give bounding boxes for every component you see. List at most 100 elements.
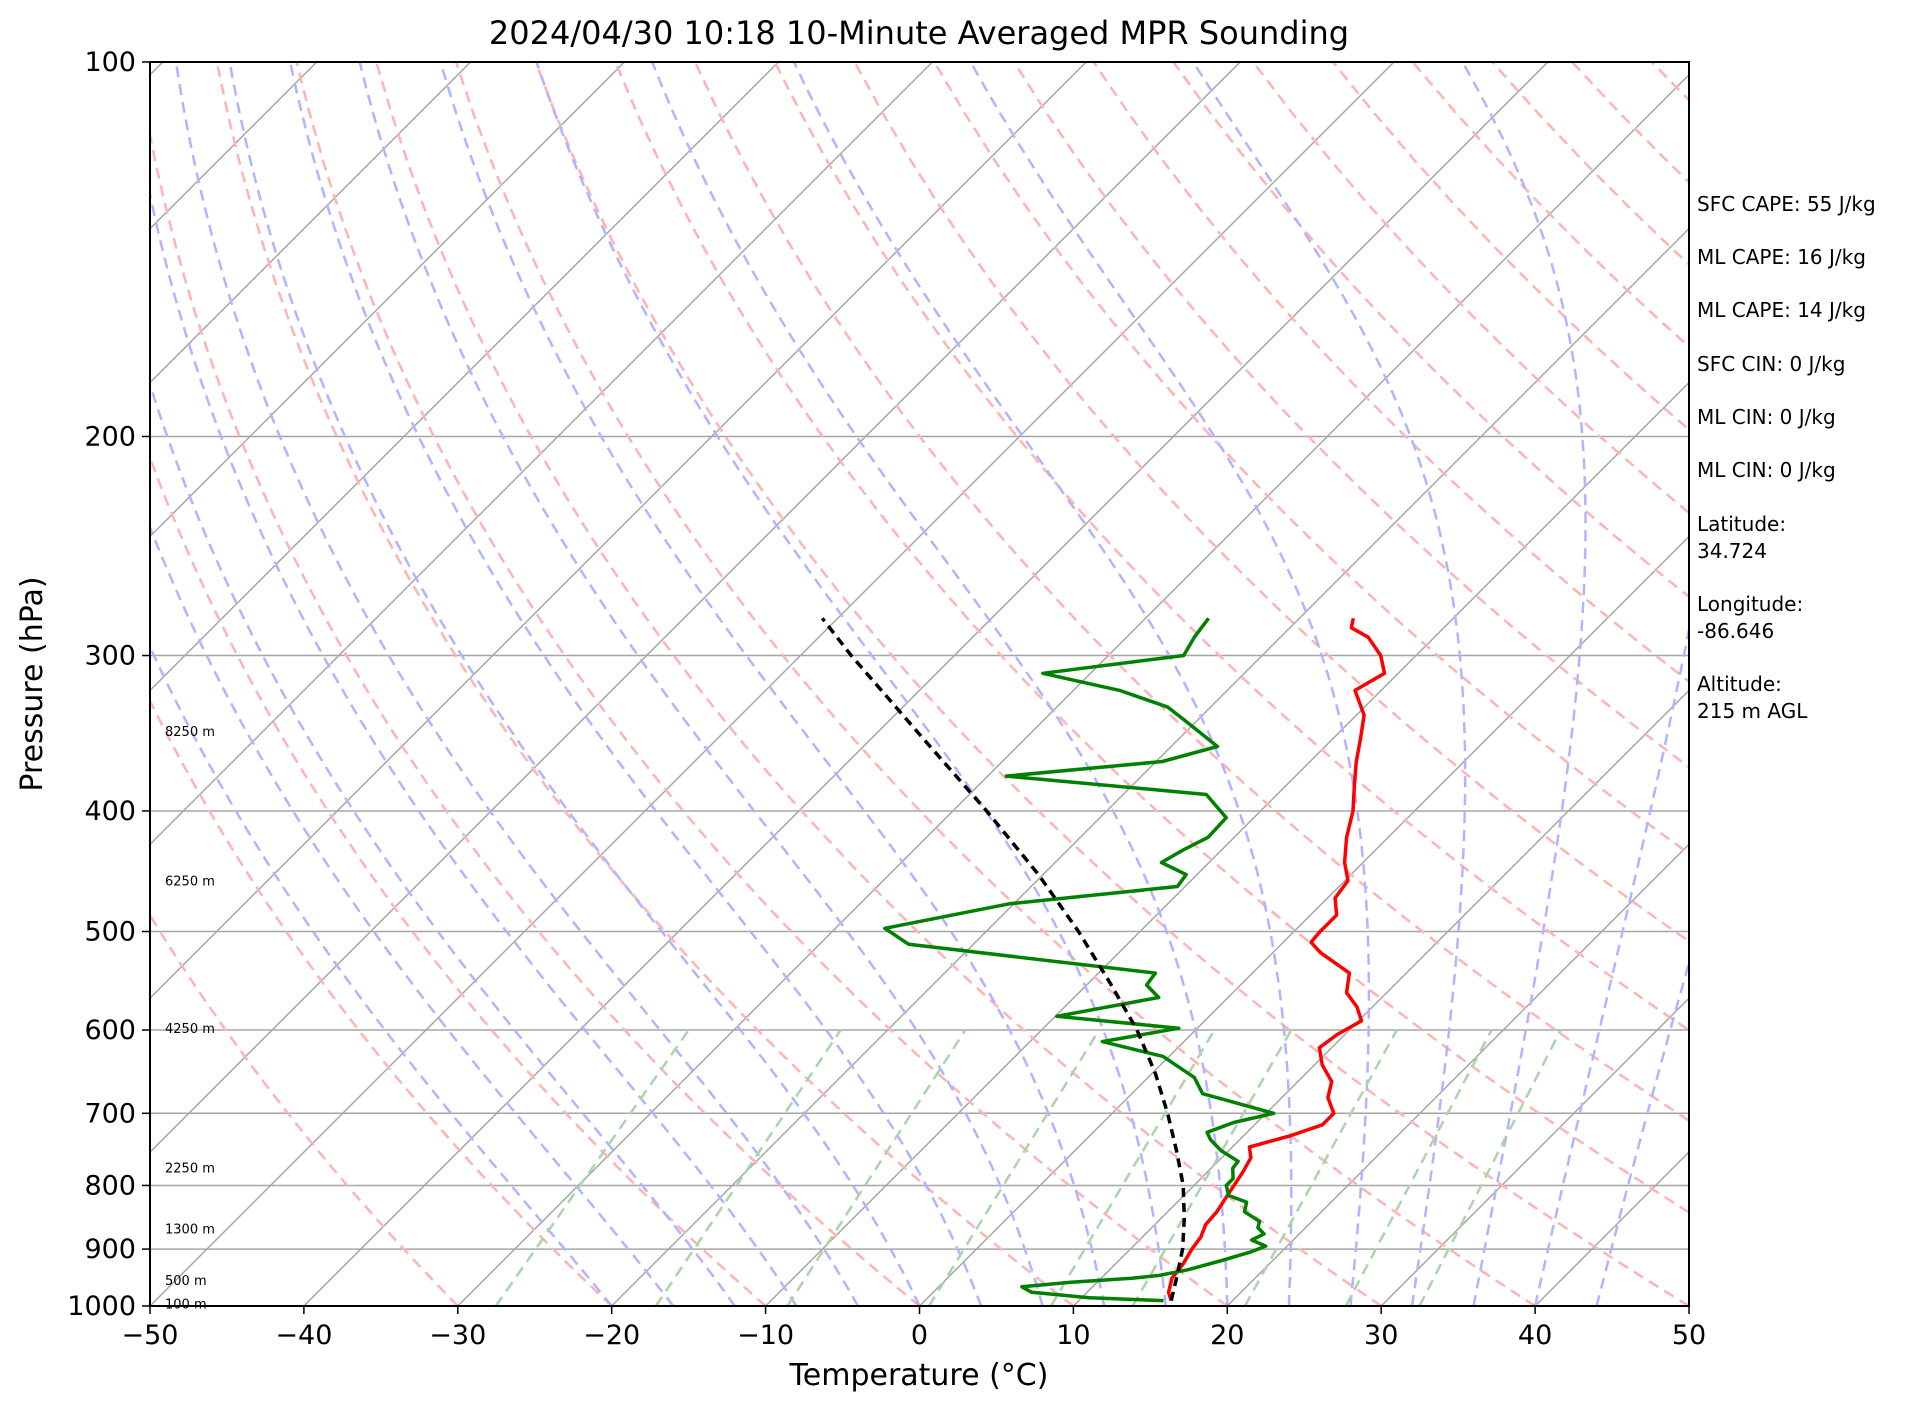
longitude-value: -86.646 [1697, 619, 1775, 643]
moist-adiabat-line [150, 188, 798, 1306]
moist-adiabat-line [969, 62, 1371, 1306]
moist-adiabat-line [288, 62, 983, 1306]
moist-adiabat-line [650, 62, 1229, 1306]
height-label: 4250 m [165, 1022, 215, 1037]
plot-frame [149, 61, 1690, 1307]
isotherm-line [765, 381, 1689, 1306]
y-tick-label: 500 [84, 917, 136, 948]
x-axis-label: Temperature (°C) [789, 1358, 1049, 1393]
height-label: 6250 m [165, 875, 215, 890]
dry-adiabat-line [150, 128, 921, 1306]
latitude-label: Latitude: [1697, 512, 1787, 536]
dry-adiabat-line [693, 62, 1689, 1123]
ml-cape-text-2: ML CAPE: 14 J/kg [1697, 298, 1866, 322]
mixing-ratio-line [1344, 1029, 1493, 1306]
x-tick-label: −10 [737, 1320, 794, 1351]
x-tick-label: −20 [583, 1320, 640, 1351]
x-tick-label: −40 [275, 1320, 332, 1351]
height-label: 2250 m [165, 1162, 215, 1177]
y-tick-label: 800 [84, 1170, 136, 1201]
mixing-ratio-line [786, 1029, 967, 1306]
isotherm-line [457, 73, 1689, 1306]
isotherm-line [150, 62, 779, 692]
isotherm-line [150, 62, 933, 846]
moist-adiabat-line [358, 62, 1044, 1306]
dry-adiabat-line [295, 62, 1229, 1306]
moist-adiabat-line [174, 62, 859, 1306]
x-tick-label: −50 [122, 1320, 179, 1351]
isotherm-line [1226, 843, 1689, 1306]
parcel-profile-line [820, 617, 1187, 1302]
mixing-ratio-line [654, 1029, 842, 1306]
altitude-label: Altitude: [1697, 672, 1782, 696]
dry-adiabat-line [150, 453, 767, 1306]
height-label: 100 m [165, 1297, 207, 1312]
sfc-cin-text: SFC CIN: 0 J/kg [1697, 352, 1846, 376]
ml-cape-text: ML CAPE: 16 J/kg [1697, 245, 1866, 269]
ml-cin-text: ML CIN: 0 J/kg [1697, 405, 1836, 429]
dry-adiabat-line [773, 62, 1689, 1032]
x-tick-label: 30 [1364, 1320, 1398, 1351]
isotherm-line [918, 535, 1689, 1306]
moist-adiabat-line [535, 62, 1167, 1306]
dry-adiabat-line [1092, 62, 1689, 684]
moist-adiabat-line [1533, 623, 1689, 1306]
dry-adiabat-line [150, 698, 613, 1306]
y-tick-label: 600 [84, 1015, 136, 1046]
y-tick-label: 200 [84, 421, 136, 452]
isotherm-line [303, 62, 1549, 1306]
moist-adiabat-line [1192, 62, 1467, 1306]
mixing-ratio-line [1243, 1029, 1398, 1306]
y-tick-label: 400 [84, 796, 136, 827]
y-axis-ticks: 100 200 300 400 500 600 700 800 900 1000 [67, 47, 150, 1322]
x-tick-label: −30 [429, 1320, 486, 1351]
y-tick-label: 100 [84, 47, 136, 78]
isotherm-line [611, 227, 1689, 1306]
sounding-profiles [820, 617, 1387, 1303]
y-tick-label: 1000 [67, 1291, 136, 1322]
mixing-ratio-line [1418, 1029, 1562, 1306]
ml-cin-text-2: ML CIN: 0 J/kg [1697, 458, 1836, 482]
height-label: 8250 m [165, 725, 215, 740]
isotherm-line [150, 62, 472, 384]
mixing-ratio-line [494, 1029, 690, 1306]
height-label: 500 m [165, 1274, 207, 1289]
dry-adiabat-line [614, 62, 1689, 1214]
moist-adiabat-line [1595, 958, 1689, 1306]
isotherm-line [1072, 689, 1689, 1306]
dry-adiabat-line [150, 912, 459, 1306]
dry-adiabat-line [454, 62, 1536, 1306]
moist-adiabat-line [150, 644, 613, 1306]
moist-adiabat-line [228, 62, 921, 1306]
moist-adiabat-line [1461, 62, 1587, 1306]
y-tick-label: 700 [84, 1098, 136, 1129]
altitude-value: 215 m AGL [1697, 699, 1808, 723]
x-tick-label: 40 [1518, 1320, 1552, 1351]
dry-adiabat-line [933, 62, 1689, 856]
x-tick-label: 0 [911, 1320, 928, 1351]
isotherm-line [150, 62, 1395, 1306]
x-tick-label: 50 [1672, 1320, 1706, 1351]
isotherm-line [150, 62, 626, 538]
x-tick-label: 10 [1056, 1320, 1090, 1351]
sfc-cape-text: SFC CAPE: 55 J/kg [1697, 192, 1876, 216]
height-labels: 100 m 500 m 1300 m 2250 m 4250 m 6250 m 8250 m [165, 725, 215, 1312]
longitude-label: Longitude: [1697, 592, 1804, 616]
y-tick-label: 300 [84, 641, 136, 672]
moist-adiabat-line [439, 62, 1106, 1306]
dewpoint-profile-line [883, 617, 1276, 1303]
x-tick-label: 20 [1210, 1320, 1244, 1351]
isotherm-line [0, 62, 9, 1306]
mixing-ratio-line [927, 1029, 1101, 1306]
chart-title: 2024/04/30 10:18 10-Minute Averaged MPR … [489, 14, 1349, 52]
isotherm-line [1380, 997, 1689, 1306]
height-label: 1300 m [165, 1222, 215, 1237]
moist-adiabat-line [150, 380, 736, 1306]
dry-adiabat-line [534, 62, 1689, 1306]
isotherm-line [150, 62, 1241, 1154]
x-axis-ticks: −50 −40 −30 −20 −10 0 10 20 30 40 50 [122, 1306, 1706, 1351]
isotherm-line [150, 62, 1087, 1000]
dry-adiabat-line [215, 62, 1075, 1306]
moist-adiabat-line [150, 523, 675, 1306]
